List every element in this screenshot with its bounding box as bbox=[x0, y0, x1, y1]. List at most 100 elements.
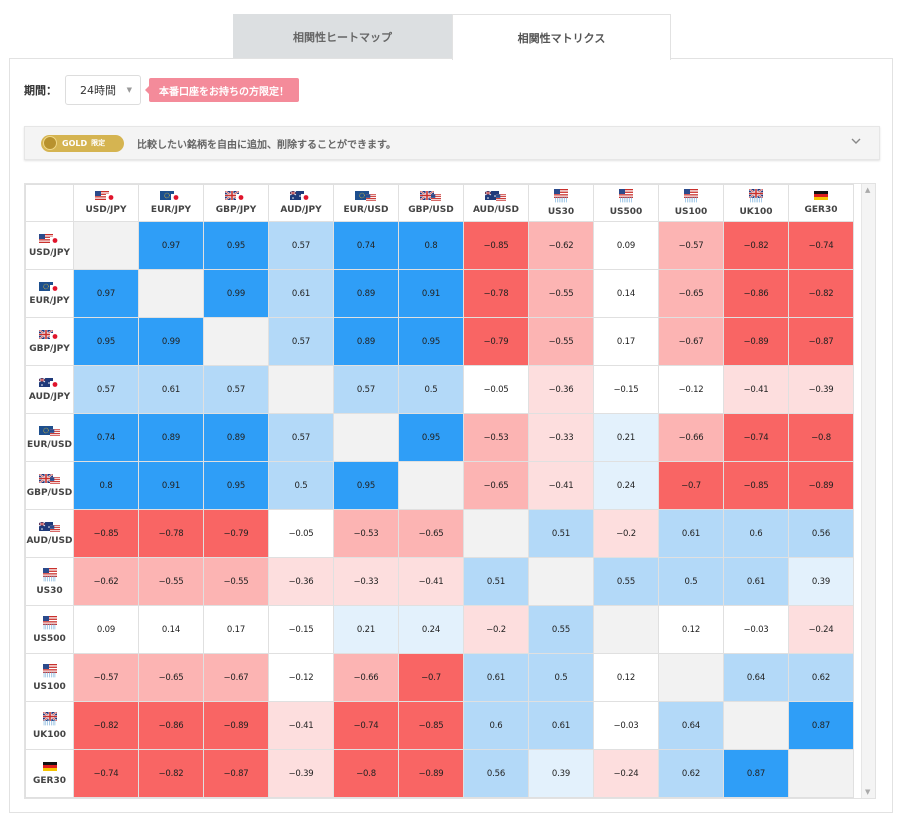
correlation-cell: −0.57 bbox=[73, 653, 139, 702]
correlation-cell bbox=[528, 557, 594, 606]
correlation-value: −0.79 bbox=[223, 528, 249, 539]
correlation-cell: 0.87 bbox=[723, 749, 789, 798]
correlation-value: 0.95 bbox=[356, 480, 376, 491]
eu-flag-icon bbox=[38, 281, 53, 291]
correlation-value: −0.24 bbox=[808, 624, 834, 635]
row-header: GBP/USD bbox=[25, 461, 74, 510]
correlation-value: −0.7 bbox=[421, 672, 441, 683]
jp-flag-icon bbox=[49, 284, 60, 292]
tab-matrix[interactable]: 相関性マトリクス bbox=[452, 14, 671, 60]
correlation-value: 0.97 bbox=[161, 240, 181, 251]
gold-badge-text: GOLD bbox=[62, 138, 88, 148]
correlation-value: −0.86 bbox=[743, 288, 769, 299]
index-marker-icon: ||||||| bbox=[43, 623, 56, 630]
symbol-label: GBP/USD bbox=[408, 205, 454, 215]
correlation-value: 0.95 bbox=[96, 336, 116, 347]
us-flag-icon: ||||||| bbox=[554, 189, 568, 204]
correlation-value: 0.61 bbox=[681, 528, 701, 539]
au-jp-flag-icon bbox=[38, 377, 61, 389]
us-flag-icon bbox=[38, 233, 53, 243]
correlation-cell: −0.85 bbox=[463, 221, 529, 270]
correlation-cell: −0.82 bbox=[73, 701, 139, 750]
correlation-value: 0.56 bbox=[486, 768, 506, 779]
symbol-label: AUD/USD bbox=[472, 205, 519, 215]
correlation-cell: −0.65 bbox=[398, 509, 464, 558]
column-header: ||||||| UK100 bbox=[723, 184, 789, 222]
gold-feature-bar[interactable]: GOLD 限定 比較したい銘柄を自由に追加、削除することができます。 bbox=[24, 126, 880, 160]
correlation-cell: −0.65 bbox=[138, 653, 204, 702]
correlation-cell: −0.05 bbox=[268, 509, 334, 558]
correlation-value: 0.24 bbox=[421, 624, 441, 635]
correlation-cell bbox=[203, 317, 269, 366]
correlation-value: −0.33 bbox=[353, 576, 379, 587]
correlation-cell: 0.5 bbox=[528, 653, 594, 702]
correlation-cell: −0.67 bbox=[203, 653, 269, 702]
correlation-value: −0.03 bbox=[743, 624, 769, 635]
correlation-cell: 0.61 bbox=[528, 701, 594, 750]
correlation-cell: 0.89 bbox=[203, 413, 269, 462]
index-marker-icon: ||||||| bbox=[749, 197, 763, 203]
real-account-badge: 本番口座をお持ちの方限定！ bbox=[149, 78, 299, 102]
us-jp-flag-icon bbox=[38, 233, 61, 245]
correlation-cell: −0.53 bbox=[463, 413, 529, 462]
correlation-value: 0.12 bbox=[616, 672, 636, 683]
correlation-cell: −0.89 bbox=[788, 461, 854, 510]
correlation-value: −0.82 bbox=[158, 768, 184, 779]
au-flag-icon bbox=[38, 521, 53, 531]
correlation-cell: −0.82 bbox=[788, 269, 854, 318]
correlation-value: 0.17 bbox=[226, 624, 246, 635]
au-us-flag-icon bbox=[38, 521, 61, 533]
correlation-value: −0.39 bbox=[808, 384, 834, 395]
tab-heatmap[interactable]: 相関性ヒートマップ bbox=[233, 14, 452, 59]
correlation-cell: 0.39 bbox=[788, 557, 854, 606]
correlation-cell: −0.15 bbox=[268, 605, 334, 654]
correlation-value: 0.61 bbox=[551, 720, 571, 731]
correlation-cell: 0.74 bbox=[333, 221, 399, 270]
correlation-cell: 0.95 bbox=[73, 317, 139, 366]
us-flag-icon bbox=[49, 524, 60, 532]
correlation-value: −0.74 bbox=[353, 720, 379, 731]
matrix-row: EUR/JPY 0.97 0.99 0.61 0.89 0.91 −0.78 −0.55 0.1… bbox=[25, 269, 854, 318]
matrix-table: USD/JPY EUR/JPY GBP/JPY AUD/JPY EUR/USD GBP/U… bbox=[25, 184, 854, 798]
row-header: GBP/JPY bbox=[25, 317, 74, 366]
symbol-label: US30 bbox=[547, 207, 575, 217]
correlation-value: 0.39 bbox=[551, 768, 571, 779]
column-header: GBP/JPY bbox=[203, 184, 269, 222]
chevron-down-icon[interactable] bbox=[851, 136, 861, 146]
scroll-up-icon[interactable]: ▲ bbox=[865, 186, 871, 194]
us-flag-icon bbox=[42, 567, 57, 577]
correlation-value: −0.24 bbox=[613, 768, 639, 779]
correlation-value: −0.41 bbox=[548, 480, 574, 491]
correlation-cell: 0.95 bbox=[398, 317, 464, 366]
correlation-cell: 0.5 bbox=[658, 557, 724, 606]
correlation-cell: 0.09 bbox=[73, 605, 139, 654]
correlation-value: 0.12 bbox=[681, 624, 701, 635]
correlation-cell: −0.03 bbox=[723, 605, 789, 654]
correlation-value: −0.41 bbox=[743, 384, 769, 395]
symbol-label: EUR/USD bbox=[27, 439, 72, 450]
correlation-value: 0.74 bbox=[356, 240, 376, 251]
correlation-cell: −0.24 bbox=[788, 605, 854, 654]
matrix-row: GBP/USD 0.8 0.91 0.95 0.5 0.95 −0.65 −0.41 0.24 −… bbox=[25, 461, 854, 510]
correlation-value: 0.5 bbox=[294, 480, 308, 491]
correlation-cell: 0.57 bbox=[333, 365, 399, 414]
vertical-scrollbar[interactable]: ▲ ▼ bbox=[861, 184, 875, 798]
period-select[interactable]: 24時間 ▼ bbox=[65, 75, 141, 105]
correlation-cell: 0.6 bbox=[463, 701, 529, 750]
symbol-label: EUR/JPY bbox=[29, 295, 70, 306]
correlation-cell: 0.55 bbox=[593, 557, 659, 606]
scroll-down-icon[interactable]: ▼ bbox=[865, 788, 871, 796]
correlation-cell bbox=[658, 653, 724, 702]
correlation-cell: −0.41 bbox=[723, 365, 789, 414]
period-label: 期間： bbox=[24, 84, 57, 97]
correlation-cell: −0.41 bbox=[398, 557, 464, 606]
correlation-value: 0.51 bbox=[486, 576, 506, 587]
correlation-value: −0.15 bbox=[288, 624, 314, 635]
eu-flag-icon bbox=[38, 425, 53, 435]
column-header: AUD/JPY bbox=[268, 184, 334, 222]
correlation-value: 0.64 bbox=[681, 720, 701, 731]
correlation-value: 0.24 bbox=[616, 480, 636, 491]
matrix-row: AUD/USD −0.85 −0.78 −0.79 −0.05 −0.53 −0.65 0.5… bbox=[25, 509, 854, 558]
matrix-panel: 期間： 24時間 ▼ 本番口座をお持ちの方限定！ GOLD 限定 比較したい銘柄… bbox=[9, 58, 893, 813]
correlation-value: 0.14 bbox=[161, 624, 181, 635]
